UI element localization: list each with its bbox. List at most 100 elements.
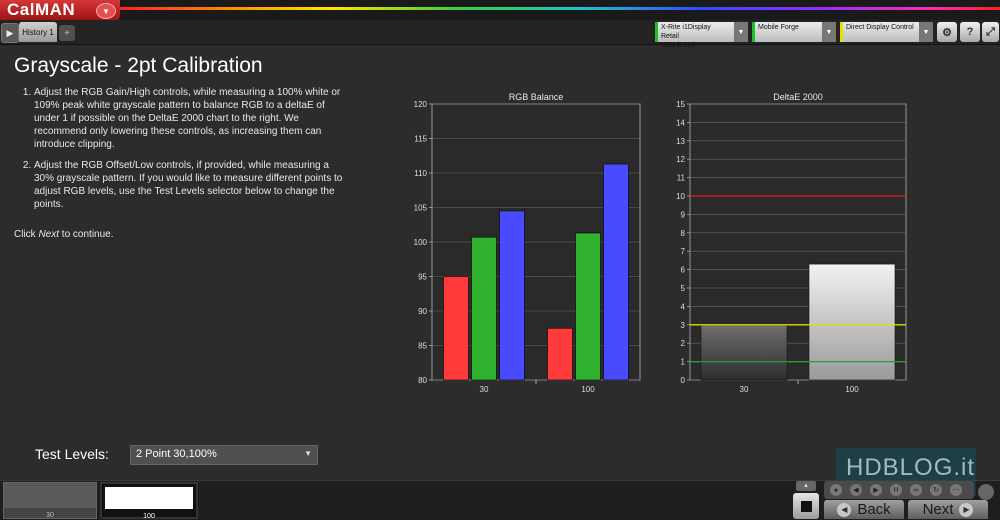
instruction-step: Adjust the RGB Offset/Low controls, if p…: [34, 159, 344, 211]
meter-mode: LCD (LED): [661, 42, 696, 49]
y-tick-label: 110: [414, 169, 427, 178]
bar: [575, 232, 601, 381]
add-tab-button[interactable]: +: [59, 25, 75, 41]
test-levels-value: 2 Point 30,100%: [136, 448, 217, 460]
bar: [700, 324, 788, 381]
arrow-left-icon: ◀: [837, 502, 852, 517]
rgb-balance-chart: RGB Balance 80 85 90 95 100 105 110 115 120 30 100: [414, 92, 641, 394]
chevron-down-icon[interactable]: ▼: [96, 3, 116, 19]
help-button[interactable]: ?: [960, 22, 980, 42]
thumbnail-label: 30: [46, 512, 54, 519]
y-tick-label: 10: [676, 192, 685, 201]
test-levels-label: Test Levels:: [35, 446, 109, 462]
display-name: Direct Display Control: [846, 24, 914, 31]
y-tick-label: 3: [681, 321, 686, 330]
meter-name: X-Rite i1Display Retail: [661, 24, 711, 40]
options-icon[interactable]: ⋯: [950, 484, 962, 496]
continue-hint: Click Next to continue.: [14, 229, 114, 240]
play-arrow-icon[interactable]: ▶: [1, 23, 19, 43]
page-title: Grayscale - 2pt Calibration: [14, 54, 263, 77]
y-tick-label: 8: [681, 229, 686, 238]
chevron-down-icon[interactable]: ▼: [919, 22, 933, 42]
meter-dropdown[interactable]: X-Rite i1Display Retail LCD (LED) ▼: [655, 22, 748, 49]
link-icon[interactable]: ∞: [910, 484, 922, 496]
watermark-text: HDBLOG.it: [846, 454, 976, 481]
continue-next: Next: [38, 229, 60, 240]
test-levels-select[interactable]: 2 Point 30,100% ▼: [130, 445, 318, 465]
y-tick-label: 9: [681, 210, 686, 219]
logo-text: CalMAN: [7, 0, 76, 19]
stop-icon: [800, 500, 812, 512]
bar: [603, 163, 629, 381]
bar: [547, 327, 573, 381]
y-tick-label: 85: [418, 342, 427, 351]
continue-post: to continue.: [59, 229, 114, 240]
thumbnail-swatch: [105, 487, 193, 509]
y-tick-label: 115: [414, 135, 427, 144]
playback-controls: ● ◀ ▶ H ∞ ↻ ⋯: [824, 481, 974, 499]
y-tick-label: 1: [681, 358, 686, 367]
chevron-up-icon[interactable]: ▲: [796, 481, 816, 491]
x-tick-label: 30: [740, 385, 749, 394]
arrow-right-icon: ▶: [959, 502, 974, 517]
y-tick-label: 80: [418, 376, 427, 385]
gear-icon[interactable]: ⚙: [937, 22, 957, 42]
rewind-icon[interactable]: ◀: [850, 484, 862, 496]
instruction-step: Adjust the RGB Gain/High controls, while…: [34, 86, 344, 151]
y-tick-label: 11: [677, 174, 686, 183]
bar: [499, 210, 525, 381]
y-tick-label: 0: [681, 376, 686, 385]
bar: [471, 236, 497, 381]
thumbnail-100[interactable]: 100: [100, 482, 198, 520]
y-tick-label: 6: [681, 266, 686, 275]
next-label: Next: [922, 501, 954, 518]
chart-title: RGB Balance: [509, 92, 564, 102]
title-bar: CalMAN ▼: [0, 0, 1000, 20]
next-button[interactable]: Next ▶: [908, 500, 988, 519]
rainbow-stripe: [120, 7, 1000, 10]
back-label: Back: [857, 501, 891, 518]
y-tick-label: 14: [676, 118, 685, 127]
chart-title: DeltaE 2000: [773, 92, 823, 102]
y-tick-label: 105: [414, 204, 428, 213]
refresh-icon[interactable]: ↻: [930, 484, 942, 496]
chevron-down-icon[interactable]: ▼: [734, 22, 748, 42]
y-tick-label: 95: [418, 273, 427, 282]
source-name: Mobile Forge: [758, 24, 799, 31]
y-tick-label: 90: [418, 307, 427, 316]
calman-logo[interactable]: CalMAN ▼: [0, 0, 120, 20]
record-icon[interactable]: ●: [830, 484, 842, 496]
y-tick-label: 13: [676, 137, 685, 146]
display-dropdown[interactable]: Direct Display Control ▼: [840, 22, 933, 42]
y-tick-label: 12: [676, 155, 685, 164]
stop-button[interactable]: [793, 493, 819, 519]
history-icon[interactable]: H: [890, 484, 902, 496]
chevron-down-icon[interactable]: ▼: [822, 22, 836, 42]
y-tick-label: 100: [414, 238, 428, 247]
y-tick-label: 5: [681, 284, 686, 293]
y-tick-label: 7: [681, 247, 686, 256]
y-tick-label: 15: [676, 100, 685, 109]
source-dropdown[interactable]: Mobile Forge ▼: [752, 22, 836, 42]
x-tick-label: 30: [480, 385, 489, 394]
expand-icon[interactable]: ⤢: [982, 22, 999, 42]
thumbnail-label: 100: [143, 513, 155, 520]
instruction-list: Adjust the RGB Gain/High controls, while…: [14, 86, 344, 219]
continue-pre: Click: [14, 229, 39, 240]
y-tick-label: 4: [681, 302, 686, 311]
thumbnail-30[interactable]: 30: [3, 482, 97, 519]
options-dot-icon[interactable]: [978, 484, 994, 500]
tab-row: ▶ History 1 + X-Rite i1Display Retail LC…: [0, 20, 1000, 49]
thumbnail-swatch: [4, 483, 96, 508]
y-tick-label: 2: [681, 339, 686, 348]
bar: [443, 276, 469, 381]
tab-history[interactable]: History 1: [19, 22, 57, 42]
x-tick-label: 100: [845, 385, 859, 394]
y-tick-label: 120: [414, 100, 428, 109]
bar: [808, 263, 896, 381]
play-icon[interactable]: ▶: [870, 484, 882, 496]
back-button[interactable]: ◀ Back: [824, 500, 904, 519]
chevron-down-icon: ▼: [304, 449, 312, 458]
